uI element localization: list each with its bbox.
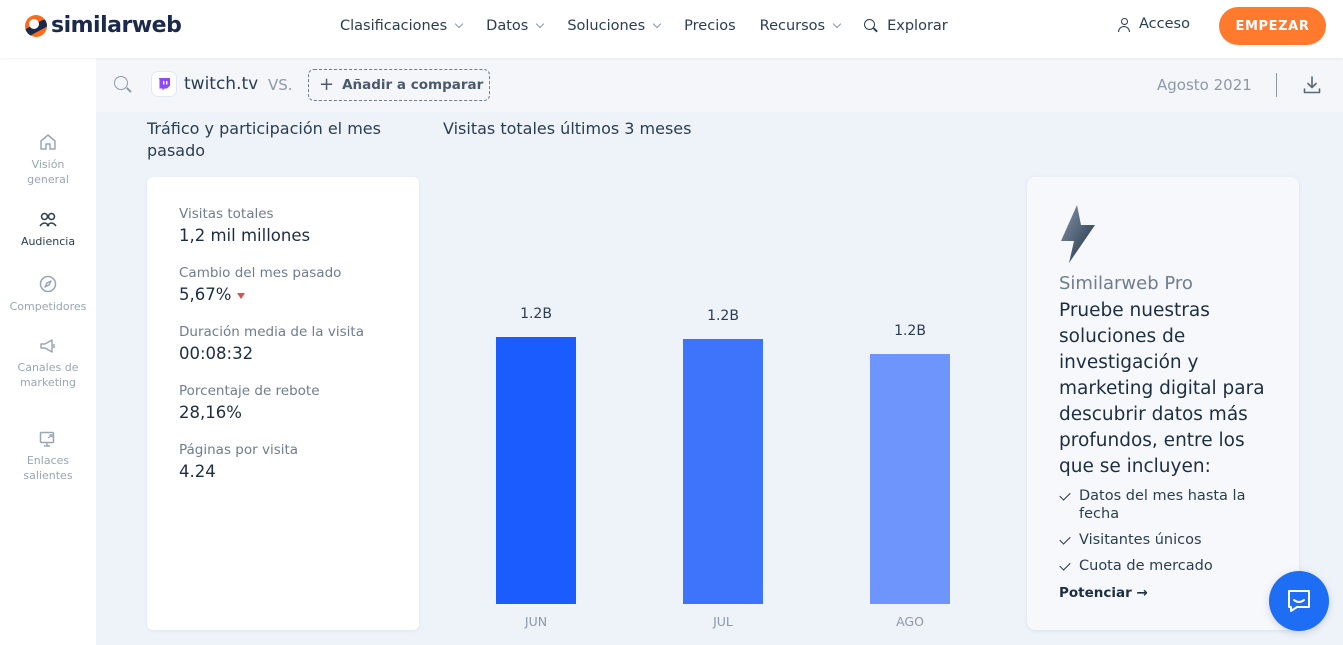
chevron-down-icon [536,19,545,29]
download-icon[interactable] [1303,76,1321,94]
nav-label: Clasificaciones [340,18,448,34]
nav-datos[interactable]: Datos [486,18,545,34]
stat-label: Cambio del mes pasado [179,265,342,281]
trend-down-icon [237,292,246,299]
stats-section-title: Tráfico y participación el mes pasado [147,119,381,160]
people-icon [39,212,57,227]
chart-bar-jul[interactable] [683,338,763,604]
nav-label: Recursos [759,18,826,34]
chat-icon [1288,590,1310,612]
lightning-bolt-icon [1061,205,1095,263]
sidebar-item-label: Audiencia [20,235,76,248]
chevron-down-icon [832,19,842,29]
chart-data-label: 1.2B [894,323,926,340]
sidebar-item-audiencia[interactable]: Audiencia [0,212,96,249]
twitch-favicon [152,72,176,96]
stat-value: 00:08:32 [179,344,254,363]
search-icon[interactable] [114,76,132,94]
chart-bar-ago[interactable] [870,354,950,604]
sidebar-item-label: Visión general [27,158,69,186]
nav-recursos[interactable]: Recursos [759,18,842,34]
main-menu: Clasificaciones Datos Soluciones Precios… [340,0,972,52]
nav-explorar[interactable]: Explorar [864,18,948,34]
nav-label: Datos [486,18,529,34]
chart-bar-jun[interactable] [496,336,576,604]
pro-title: Similarweb Pro [1059,273,1193,294]
nav-clasificaciones[interactable]: Clasificaciones [340,18,464,34]
site-name[interactable]: twitch.tv [184,74,259,94]
chart-category-label: AGO [896,614,924,629]
stat-label: Páginas por visita [179,442,299,458]
compare-bar: twitch.tv VS. + Añadir a comparar Agosto… [96,58,1343,112]
compass-icon [39,275,57,293]
add-compare-button[interactable]: + Añadir a comparar [308,69,490,101]
visits-bar-chart: 1.2B JUN 1.2B JUL 1.2B AGO [440,160,1000,640]
top-navigation: similarweb Clasificaciones Datos Solucio… [0,0,1343,58]
feature-item: Visitantes únicos [1059,531,1269,549]
nav-soluciones[interactable]: Soluciones [567,18,662,34]
sidebar-item-vision-general[interactable]: Visión general [0,133,96,187]
divider [1276,73,1277,97]
logo-mark-icon [25,14,47,37]
stat-value: 4.24 [179,462,216,481]
stat-value: 1,2 mil millones [179,226,311,245]
chart-section-title: Visitas totales últimos 3 meses [443,119,692,138]
stat-label: Porcentaje de rebote [179,383,320,399]
home-icon [40,134,56,150]
plus-icon: + [319,74,335,95]
sidebar-item-label: Enlaces salientes [23,454,73,482]
cta-label: Potenciar [1059,585,1132,601]
stat-bounce-rate: Porcentaje de rebote 28,16% [179,383,320,422]
similarweb-logo[interactable]: similarweb [25,13,182,38]
potenciar-link[interactable]: Potenciar → [1059,585,1148,601]
nav-precios[interactable]: Precios [684,18,735,34]
stat-value: 5,67% [179,285,232,304]
pro-promo-card: Similarweb Pro Pruebe nuestras solucione… [1027,177,1299,630]
search-icon [864,19,878,33]
chart-category-label: JUN [524,614,548,629]
stat-monthly-change: Cambio del mes pasado 5,67% [179,265,341,304]
sidebar-item-competidores[interactable]: Competidores [0,275,96,314]
stat-value: 28,16% [179,403,242,422]
sidebar-item-canales-marketing[interactable]: Canales de marketing [0,338,96,390]
arrow-right-icon: → [1136,585,1148,601]
stat-total-visits: Visitas totales 1,2 mil millones [179,206,310,245]
megaphone-icon [40,339,55,353]
login-label: Acceso [1139,16,1190,32]
chart-data-label: 1.2B [520,305,552,322]
chart-data-label: 1.2B [707,307,739,324]
vs-label: VS. [268,76,293,94]
sidebar-item-label: Competidores [9,300,87,313]
feature-item: Datos del mes hasta la fecha [1059,487,1269,523]
nav-label: Explorar [887,18,948,34]
chevron-down-icon [454,19,464,29]
outgoing-link-icon [39,431,55,447]
logo-text: similarweb [51,13,182,38]
stat-value-row: 5,67% [179,285,341,304]
stat-label: Visitas totales [179,206,274,222]
start-button[interactable]: EMPEZAR [1219,7,1326,45]
chart-category-label: JUL [713,614,733,629]
sidebar: Visión general Audiencia Competidores Ca… [0,58,96,645]
feature-list: Datos del mes hasta la fecha Visitantes … [1059,487,1269,583]
sidebar-item-label: Canales de marketing [17,361,79,389]
date-selector[interactable]: Agosto 2021 [1157,76,1252,94]
nav-label: Soluciones [567,18,646,34]
add-compare-label: Añadir a comparar [342,77,484,93]
chat-launcher-button[interactable] [1269,571,1329,631]
stats-card: Visitas totales 1,2 mil millones Cambio … [147,177,419,630]
stat-pages-per-visit: Páginas por visita 4.24 [179,442,298,481]
user-icon [1118,17,1130,32]
chevron-down-icon [652,19,662,29]
stat-avg-duration: Duración media de la visita 00:08:32 [179,324,364,363]
sidebar-item-enlaces-salientes[interactable]: Enlaces salientes [0,431,96,483]
stat-label: Duración media de la visita [179,324,364,340]
feature-item: Cuota de mercado [1059,557,1269,575]
login-link[interactable]: Acceso [1118,16,1190,32]
nav-label: Precios [684,18,736,34]
pro-description: Pruebe nuestras soluciones de investigac… [1059,300,1265,477]
twitch-icon [159,78,170,91]
